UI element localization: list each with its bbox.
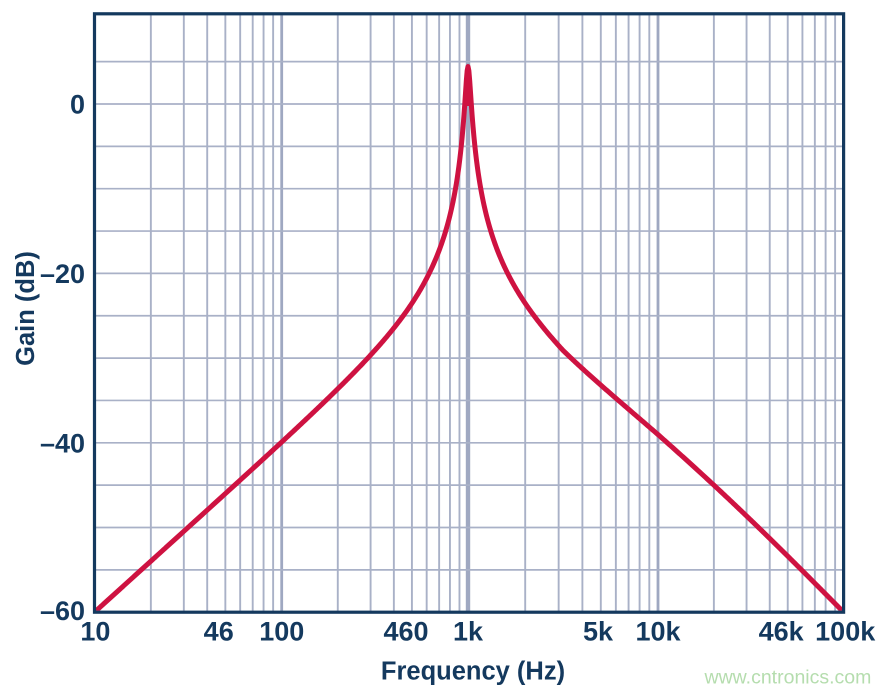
svg-text:Gain (dB): Gain (dB) bbox=[12, 251, 40, 366]
svg-text:46: 46 bbox=[204, 617, 234, 647]
svg-text:10k: 10k bbox=[635, 617, 681, 647]
svg-text:1k: 1k bbox=[453, 617, 484, 647]
svg-text:100: 100 bbox=[259, 617, 304, 647]
svg-text:–40: –40 bbox=[40, 428, 85, 458]
svg-text:460: 460 bbox=[383, 617, 428, 647]
svg-text:–60: –60 bbox=[40, 596, 85, 626]
svg-text:46k: 46k bbox=[759, 617, 805, 647]
svg-text:www.cntronics.com: www.cntronics.com bbox=[704, 667, 872, 689]
svg-text:Frequency (Hz): Frequency (Hz) bbox=[381, 657, 565, 685]
svg-text:–20: –20 bbox=[40, 259, 85, 289]
svg-text:100k: 100k bbox=[815, 617, 876, 647]
svg-text:5k: 5k bbox=[583, 617, 614, 647]
svg-text:10: 10 bbox=[80, 617, 110, 647]
svg-text:0: 0 bbox=[70, 90, 85, 120]
